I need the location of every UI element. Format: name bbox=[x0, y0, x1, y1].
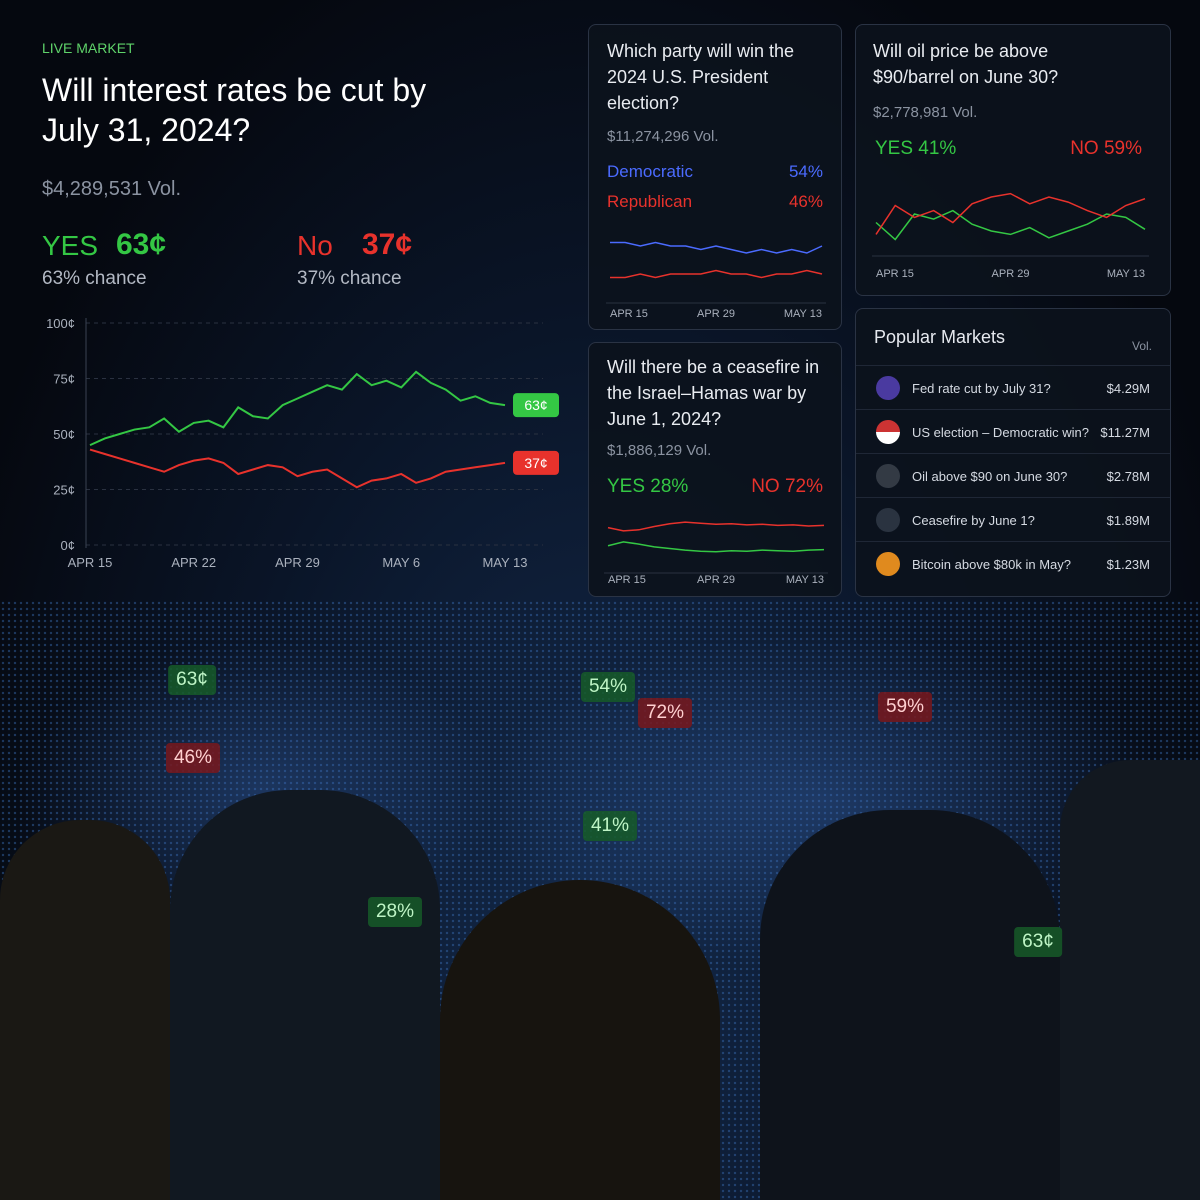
market-row[interactable]: Oil above $90 on June 30? $2.78M bbox=[856, 453, 1170, 498]
end-badge bbox=[513, 450, 559, 475]
legend-value: 54% bbox=[789, 162, 823, 181]
y-tick-label: 25¢ bbox=[53, 483, 75, 498]
vol-header: Vol. bbox=[1131, 339, 1152, 353]
x-tick-label: APR 29 bbox=[275, 555, 320, 570]
x-tick-label: APR 22 bbox=[171, 555, 216, 570]
x-tick-label: APR 15 bbox=[610, 308, 648, 320]
yes-price: 63¢ bbox=[116, 228, 167, 261]
market-row[interactable]: US election – Democratic win? $11.27M bbox=[856, 409, 1170, 454]
map-badge: 63¢ bbox=[168, 665, 216, 695]
series-line bbox=[89, 448, 506, 489]
x-tick-label: MAY 13 bbox=[784, 308, 822, 320]
person bbox=[760, 810, 1060, 1200]
y-tick-label: 50¢ bbox=[53, 427, 75, 442]
y-tick-label: 75¢ bbox=[53, 372, 75, 387]
market-name: Oil above $90 on June 30? bbox=[912, 469, 1068, 484]
end-label: 63¢ bbox=[524, 397, 547, 413]
yes-chance: 63% chance bbox=[42, 268, 147, 289]
x-tick-label: APR 15 bbox=[68, 555, 113, 570]
card-title: Will oil price be above $90/barrel on Ju… bbox=[873, 41, 1059, 87]
election-card[interactable] bbox=[588, 24, 842, 330]
end-badge bbox=[513, 393, 559, 418]
series-line bbox=[610, 269, 823, 279]
market-row[interactable]: Ceasefire by June 1? $1.89M bbox=[856, 497, 1170, 542]
person bbox=[1060, 760, 1200, 1200]
series-line bbox=[607, 521, 825, 532]
charts: 0¢ 25¢ 50¢ 75¢ 100¢ APR 15 APR 22 APR 29 MAY 6 MA… bbox=[46, 162, 1149, 586]
x-tick-label: MAY 6 bbox=[382, 555, 420, 570]
y-tick-label: 0¢ bbox=[61, 538, 75, 553]
no-value: NO 72% bbox=[751, 476, 823, 497]
no-price: 37¢ bbox=[362, 228, 413, 261]
market-name: Bitcoin above $80k in May? bbox=[912, 557, 1071, 572]
x-tick-label: APR 15 bbox=[876, 268, 914, 280]
map-badge: 59% bbox=[877, 692, 933, 722]
main-volume: $4,289,531 Vol. bbox=[42, 178, 182, 200]
person bbox=[170, 790, 440, 1200]
legend-value: 46% bbox=[789, 192, 823, 211]
market-row[interactable]: Bitcoin above $80k in May? $1.23M bbox=[856, 541, 1170, 586]
live-tag: LIVE MARKET bbox=[42, 40, 135, 56]
card-volume: $1,886,129 Vol. bbox=[607, 442, 712, 459]
market-vol: $11.27M bbox=[1100, 425, 1150, 440]
market-row[interactable]: Fed rate cut by July 31? $4.29M bbox=[856, 365, 1170, 410]
series-line bbox=[610, 241, 823, 254]
market-name: Ceasefire by June 1? bbox=[912, 513, 1035, 528]
person bbox=[0, 820, 170, 1200]
popular-title: Popular Markets bbox=[874, 327, 1006, 347]
card-title: Will there be a ceasefire in the Israel–… bbox=[607, 357, 820, 429]
map-badge: 28% bbox=[367, 897, 423, 927]
legend-name: Republican bbox=[607, 192, 692, 211]
map-badge: 41% bbox=[582, 811, 638, 841]
person bbox=[440, 880, 720, 1200]
x-tick-label: APR 29 bbox=[697, 574, 735, 586]
yes-value: YES 28% bbox=[607, 476, 689, 497]
x-tick-label: MAY 13 bbox=[1107, 268, 1145, 280]
card-volume: $11,274,296 Vol. bbox=[607, 128, 719, 145]
no-label: No bbox=[297, 230, 333, 261]
popular-card: Popular Markets Vol. Fed rate cut by Jul… bbox=[855, 308, 1171, 597]
no-value: NO 59% bbox=[1070, 138, 1142, 159]
market-name: US election – Democratic win? bbox=[912, 425, 1090, 440]
market-vol: $1.23M bbox=[1106, 557, 1150, 572]
yes-value: YES 41% bbox=[875, 138, 957, 159]
map-badge: 54% bbox=[580, 672, 636, 702]
y-tick-label: 100¢ bbox=[46, 316, 75, 331]
x-tick-label: APR 29 bbox=[992, 268, 1030, 280]
map-badge: 72% bbox=[637, 698, 693, 728]
series-line bbox=[875, 209, 1146, 241]
x-tick-label: MAY 13 bbox=[786, 574, 824, 586]
series-line bbox=[89, 370, 506, 447]
market-vol: $1.89M bbox=[1106, 513, 1150, 528]
series-line bbox=[875, 192, 1146, 235]
map-badge: 63¢ bbox=[1014, 927, 1062, 957]
card-title: Which party will win the 2024 U.S. Presi… bbox=[607, 41, 795, 113]
legend-name: Democratic bbox=[607, 162, 693, 181]
ceasefire-card[interactable] bbox=[588, 342, 842, 597]
x-tick-label: MAY 13 bbox=[482, 555, 527, 570]
market-vol: $4.29M bbox=[1106, 381, 1150, 396]
card-volume: $2,778,981 Vol. bbox=[873, 104, 978, 121]
end-label: 37¢ bbox=[524, 455, 547, 471]
yes-label: YES bbox=[42, 230, 99, 261]
map-badge: 46% bbox=[165, 743, 221, 773]
series-line bbox=[607, 541, 825, 553]
main-title: Will interest rates be cut by July 31, 2… bbox=[42, 72, 427, 148]
no-chance: 37% chance bbox=[297, 268, 402, 289]
market-name: Fed rate cut by July 31? bbox=[912, 381, 1051, 396]
x-tick-label: APR 15 bbox=[608, 574, 646, 586]
oil-card[interactable] bbox=[855, 24, 1171, 296]
market-vol: $2.78M bbox=[1106, 469, 1150, 484]
x-tick-label: APR 29 bbox=[697, 308, 735, 320]
